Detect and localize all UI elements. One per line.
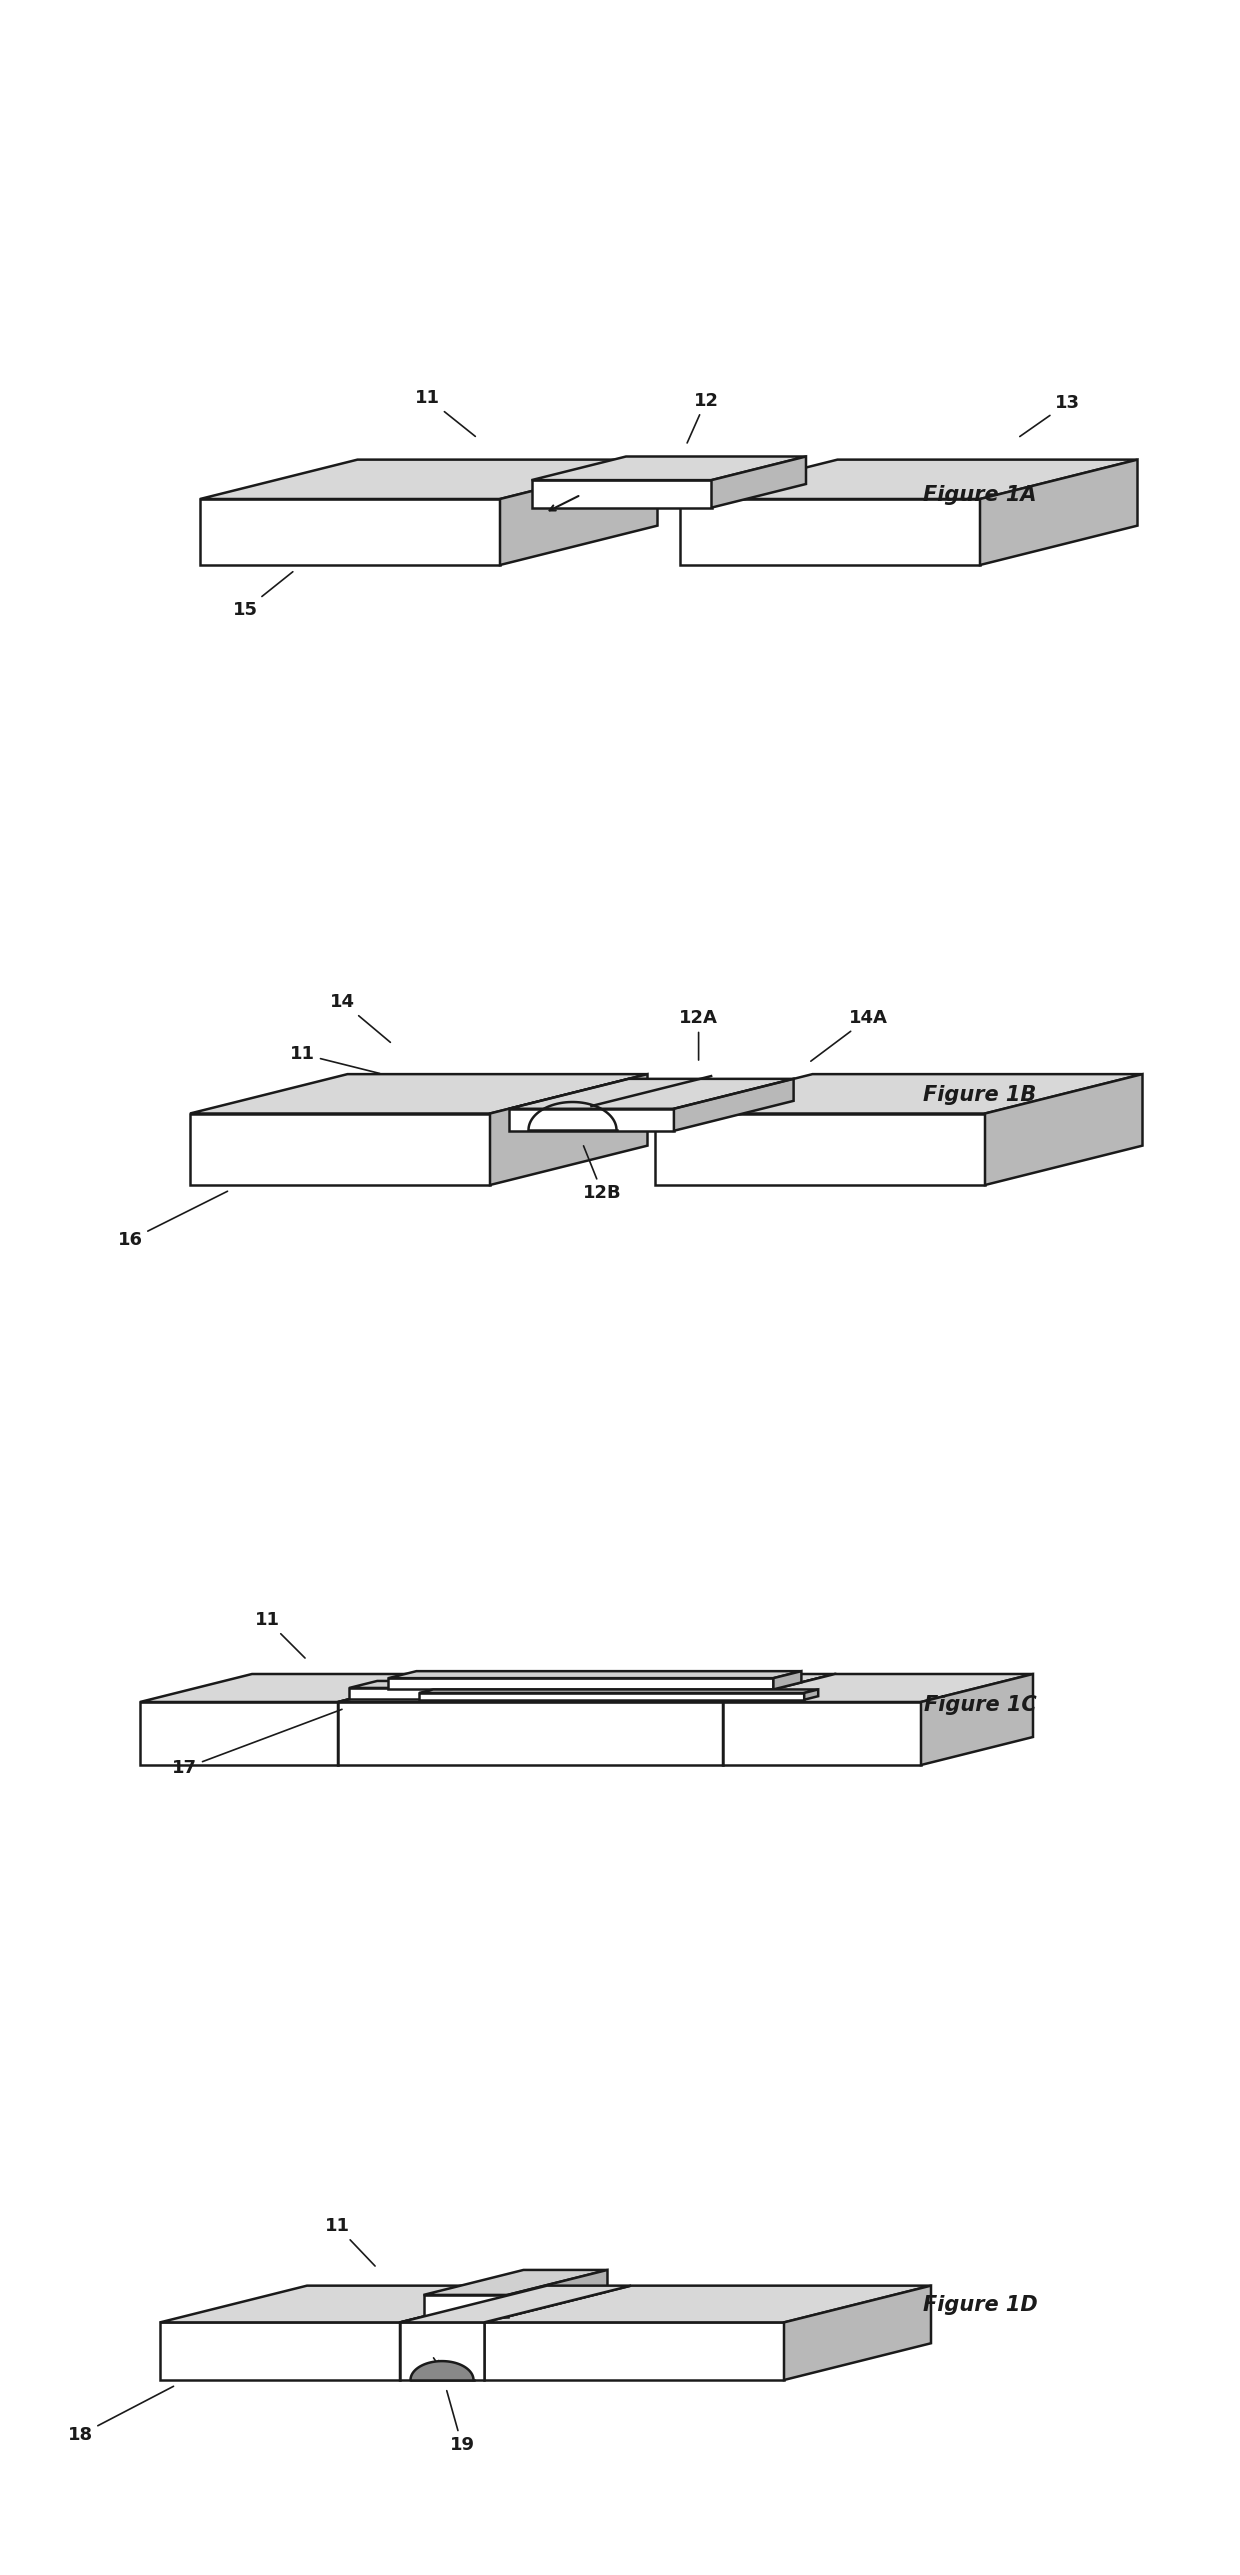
Text: 12B: 12B [583,1146,621,1203]
Polygon shape [655,1112,985,1185]
Polygon shape [410,2361,474,2379]
Polygon shape [985,1074,1142,1184]
Polygon shape [140,1702,339,1764]
Polygon shape [490,1074,647,1184]
Polygon shape [419,1692,805,1700]
Text: 14A: 14A [811,1009,888,1061]
Polygon shape [980,458,1137,564]
Text: Figure 1D: Figure 1D [923,2294,1038,2315]
Polygon shape [190,1074,647,1112]
Text: 11: 11 [290,1045,379,1074]
Polygon shape [140,1674,450,1702]
Polygon shape [339,1702,723,1764]
Text: 11: 11 [415,389,475,435]
Polygon shape [419,1689,818,1692]
Polygon shape [532,456,806,479]
Polygon shape [200,500,500,564]
Polygon shape [680,458,1137,500]
Polygon shape [712,456,806,507]
Text: Figure 1C: Figure 1C [924,1694,1037,1715]
Polygon shape [339,1674,450,1764]
Polygon shape [508,1079,794,1110]
Polygon shape [160,2323,401,2379]
Polygon shape [723,1702,921,1764]
Polygon shape [680,500,980,564]
Polygon shape [774,1671,801,1689]
Text: 16: 16 [118,1192,227,1249]
Polygon shape [484,2287,931,2323]
Polygon shape [424,2294,507,2318]
Text: 11: 11 [254,1612,305,1658]
Polygon shape [655,1074,1142,1112]
Polygon shape [532,479,712,507]
Polygon shape [160,2287,547,2323]
Polygon shape [388,1671,801,1679]
Polygon shape [401,2287,631,2323]
Polygon shape [350,1689,734,1700]
Text: Figure 1A: Figure 1A [924,484,1037,505]
Polygon shape [723,1674,1033,1702]
Text: 12A: 12A [680,1009,718,1061]
Polygon shape [734,1681,763,1700]
Text: 15: 15 [233,572,293,618]
Polygon shape [350,1681,763,1689]
Text: 18: 18 [67,2387,174,2444]
Text: Figure 1B: Figure 1B [924,1084,1037,1105]
Polygon shape [508,1110,673,1130]
Polygon shape [507,2271,608,2318]
Polygon shape [805,1689,818,1700]
Polygon shape [388,1679,774,1689]
Polygon shape [921,1674,1033,1764]
Polygon shape [339,1674,835,1702]
Text: 11: 11 [325,2217,374,2266]
Text: 12: 12 [687,391,718,443]
Text: 17: 17 [172,1710,342,1777]
Text: 19: 19 [446,2390,475,2454]
Text: 14: 14 [330,994,391,1043]
Polygon shape [484,2323,784,2379]
Polygon shape [424,2271,608,2294]
Polygon shape [200,458,657,500]
Polygon shape [190,1112,490,1185]
Polygon shape [673,1079,794,1130]
Text: 13: 13 [1019,394,1080,438]
Polygon shape [401,2323,484,2379]
Polygon shape [784,2287,931,2379]
Polygon shape [723,1674,835,1764]
Polygon shape [401,2287,547,2379]
Polygon shape [500,458,657,564]
